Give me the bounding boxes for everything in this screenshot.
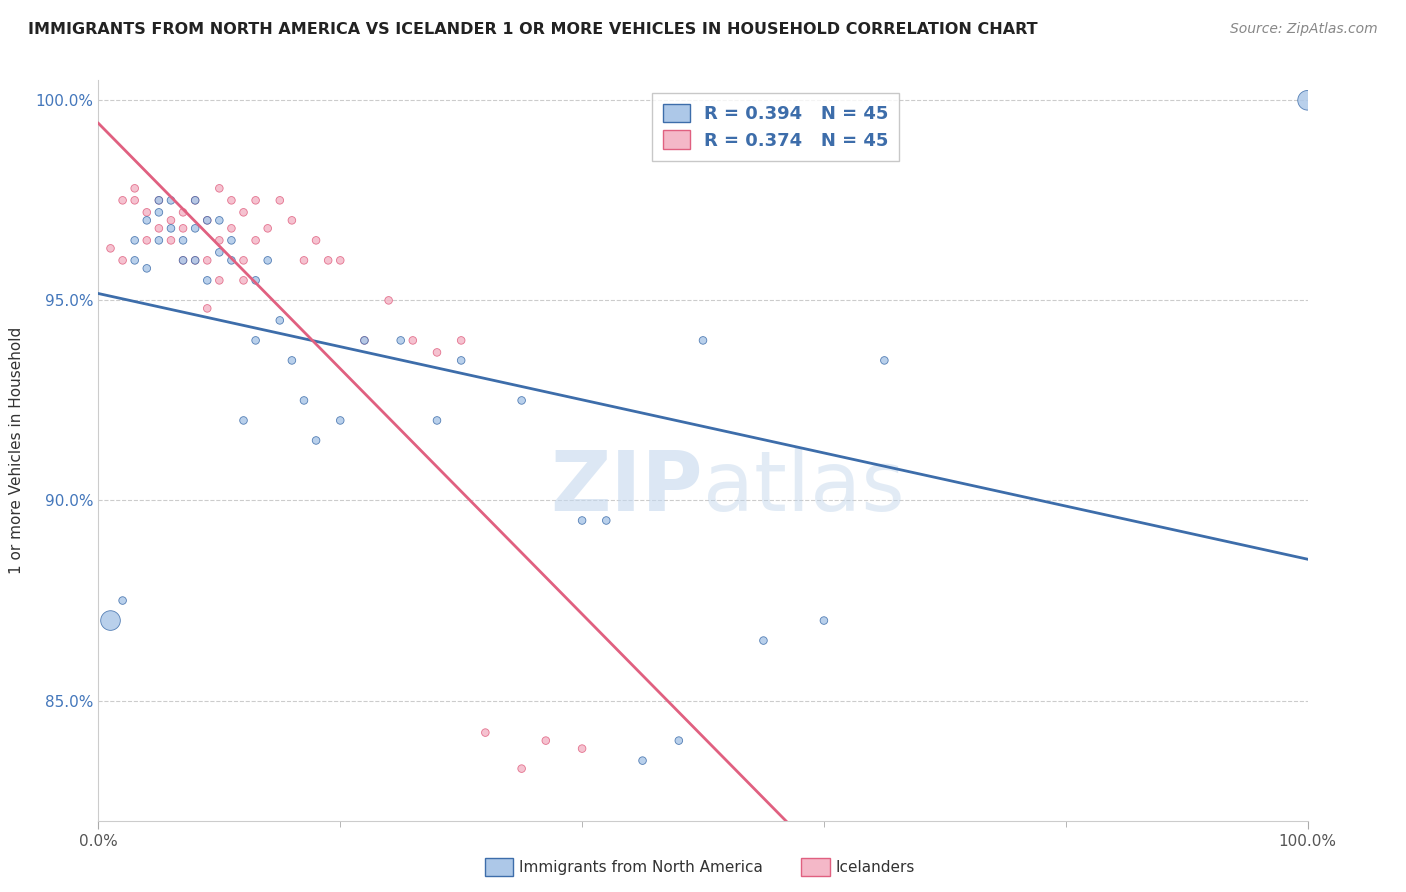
Point xyxy=(184,194,207,208)
Point xyxy=(232,273,254,287)
Point xyxy=(195,253,218,268)
Point xyxy=(269,313,291,327)
Point xyxy=(245,194,267,208)
Point xyxy=(292,393,315,408)
Point xyxy=(232,253,254,268)
Point xyxy=(160,233,183,247)
Point xyxy=(184,253,207,268)
Point xyxy=(232,413,254,427)
Point xyxy=(402,334,425,348)
Point xyxy=(510,393,533,408)
Point xyxy=(124,194,146,208)
Point xyxy=(184,194,207,208)
Point xyxy=(124,253,146,268)
Point xyxy=(172,221,194,235)
Point xyxy=(692,334,714,348)
Point xyxy=(221,253,243,268)
Point xyxy=(195,213,218,227)
Point xyxy=(160,194,183,208)
Text: ZIP: ZIP xyxy=(551,447,703,528)
Point xyxy=(100,241,122,255)
Point xyxy=(135,213,157,227)
Point xyxy=(148,194,170,208)
Point xyxy=(148,233,170,247)
Y-axis label: 1 or more Vehicles in Household: 1 or more Vehicles in Household xyxy=(10,326,24,574)
Point xyxy=(305,233,328,247)
Point xyxy=(450,334,472,348)
Point xyxy=(292,253,315,268)
Point xyxy=(281,353,304,368)
Point xyxy=(389,334,412,348)
Point xyxy=(571,741,593,756)
Point xyxy=(305,434,328,448)
Point xyxy=(195,213,218,227)
Point xyxy=(221,233,243,247)
Point xyxy=(135,261,157,276)
Point xyxy=(426,413,449,427)
Point xyxy=(124,233,146,247)
Point xyxy=(873,353,896,368)
Text: Source: ZipAtlas.com: Source: ZipAtlas.com xyxy=(1230,22,1378,37)
Point xyxy=(208,233,231,247)
Text: atlas: atlas xyxy=(703,447,904,528)
Point xyxy=(148,205,170,219)
Point xyxy=(195,301,218,316)
Point xyxy=(377,293,399,308)
Point xyxy=(256,221,278,235)
Point xyxy=(571,514,593,528)
Point xyxy=(752,633,775,648)
Point xyxy=(124,181,146,195)
Point xyxy=(160,221,183,235)
Point xyxy=(426,345,449,359)
Point xyxy=(595,514,617,528)
Point xyxy=(208,245,231,260)
Point xyxy=(813,614,835,628)
Point xyxy=(172,253,194,268)
Point xyxy=(172,233,194,247)
Point xyxy=(281,213,304,227)
Point xyxy=(450,353,472,368)
Point xyxy=(172,205,194,219)
Point xyxy=(221,221,243,235)
Legend: R = 0.394   N = 45, R = 0.374   N = 45: R = 0.394 N = 45, R = 0.374 N = 45 xyxy=(652,93,900,161)
Point xyxy=(232,205,254,219)
Point xyxy=(172,253,194,268)
Point xyxy=(510,762,533,776)
Text: Icelanders: Icelanders xyxy=(835,860,914,874)
Point xyxy=(534,733,557,747)
Text: Immigrants from North America: Immigrants from North America xyxy=(519,860,762,874)
Point xyxy=(148,194,170,208)
Point xyxy=(631,754,654,768)
Point xyxy=(208,181,231,195)
Text: IMMIGRANTS FROM NORTH AMERICA VS ICELANDER 1 OR MORE VEHICLES IN HOUSEHOLD CORRE: IMMIGRANTS FROM NORTH AMERICA VS ICELAND… xyxy=(28,22,1038,37)
Point xyxy=(256,253,278,268)
Point xyxy=(160,213,183,227)
Point xyxy=(184,253,207,268)
Point xyxy=(208,273,231,287)
Point xyxy=(329,413,352,427)
Point xyxy=(135,205,157,219)
Point xyxy=(353,334,375,348)
Point xyxy=(245,233,267,247)
Point xyxy=(245,334,267,348)
Point xyxy=(111,194,134,208)
Point xyxy=(245,273,267,287)
Point xyxy=(195,273,218,287)
Point xyxy=(208,213,231,227)
Point xyxy=(221,194,243,208)
Point xyxy=(1296,93,1319,107)
Point xyxy=(316,253,339,268)
Point xyxy=(148,221,170,235)
Point xyxy=(100,614,122,628)
Point xyxy=(668,733,690,747)
Point xyxy=(111,253,134,268)
Point xyxy=(135,233,157,247)
Point xyxy=(111,593,134,607)
Point xyxy=(269,194,291,208)
Point xyxy=(474,725,496,739)
Point xyxy=(353,334,375,348)
Point xyxy=(184,221,207,235)
Point xyxy=(329,253,352,268)
